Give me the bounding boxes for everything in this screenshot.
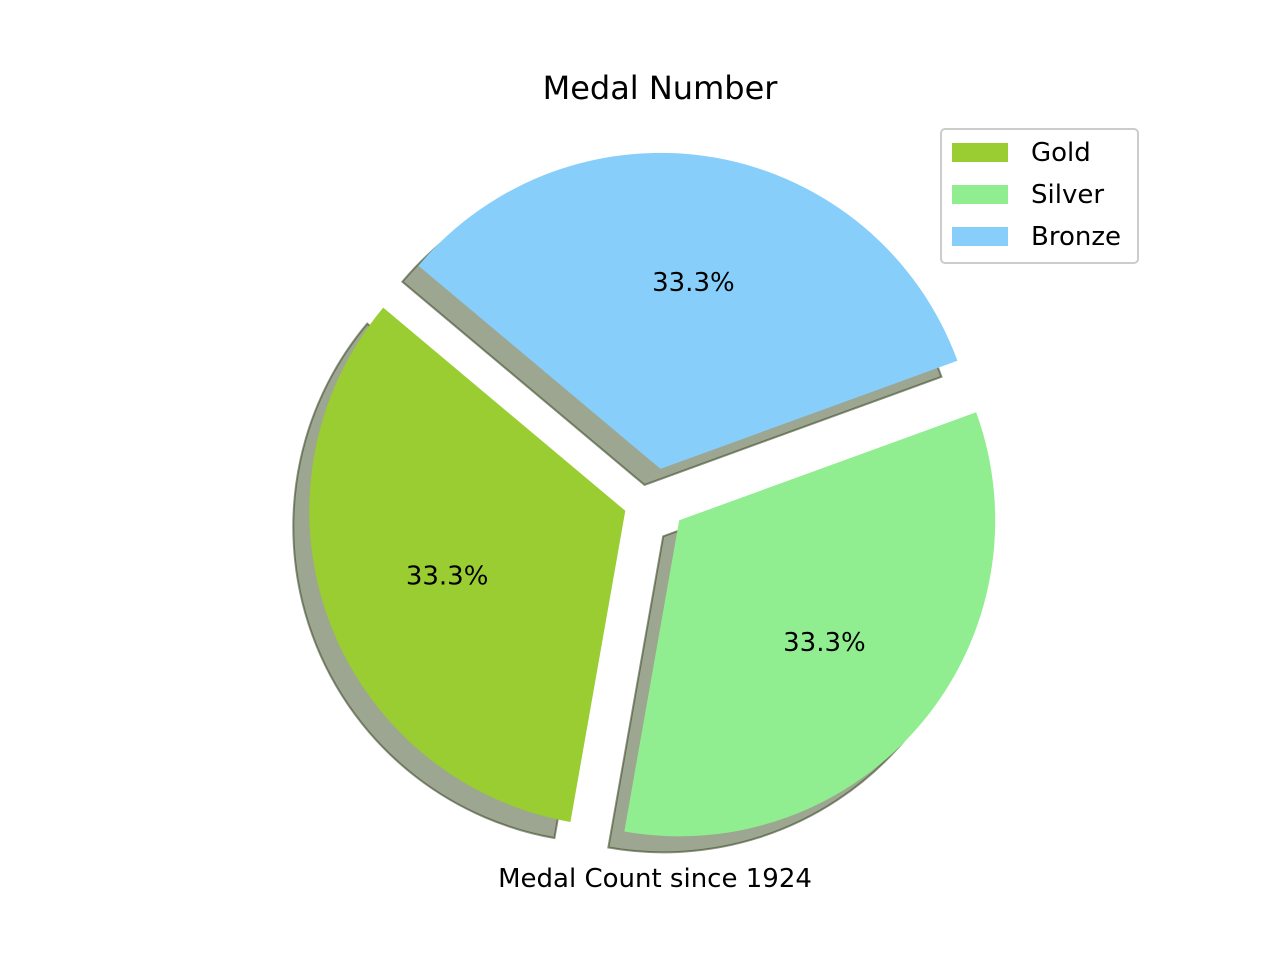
- chart-title: Medal Number: [543, 69, 779, 107]
- percent-label-gold: 33.3%: [406, 562, 489, 592]
- slice-silver: [624, 412, 996, 837]
- legend-swatch-gold: [952, 143, 1008, 162]
- legend-swatch-bronze: [952, 227, 1008, 246]
- slice-bronze: [418, 152, 958, 469]
- legend-label-silver: Silver: [1031, 180, 1104, 210]
- slice-gold: [309, 307, 626, 823]
- percent-label-bronze: 33.3%: [652, 268, 735, 298]
- legend-swatch-silver: [952, 185, 1008, 204]
- percent-labels: 33.3% 33.3% 33.3%: [406, 268, 866, 658]
- slices: [309, 152, 996, 837]
- legend-label-bronze: Bronze: [1031, 222, 1121, 252]
- legend-label-gold: Gold: [1031, 138, 1091, 168]
- percent-label-silver: 33.3%: [783, 628, 866, 658]
- x-axis-label: Medal Count since 1924: [498, 864, 812, 894]
- legend: Gold Silver Bronze: [940, 128, 1139, 264]
